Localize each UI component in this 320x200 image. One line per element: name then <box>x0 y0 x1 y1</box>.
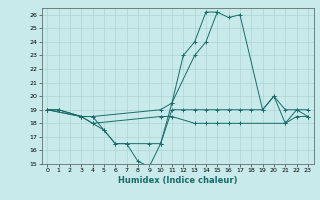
X-axis label: Humidex (Indice chaleur): Humidex (Indice chaleur) <box>118 176 237 185</box>
